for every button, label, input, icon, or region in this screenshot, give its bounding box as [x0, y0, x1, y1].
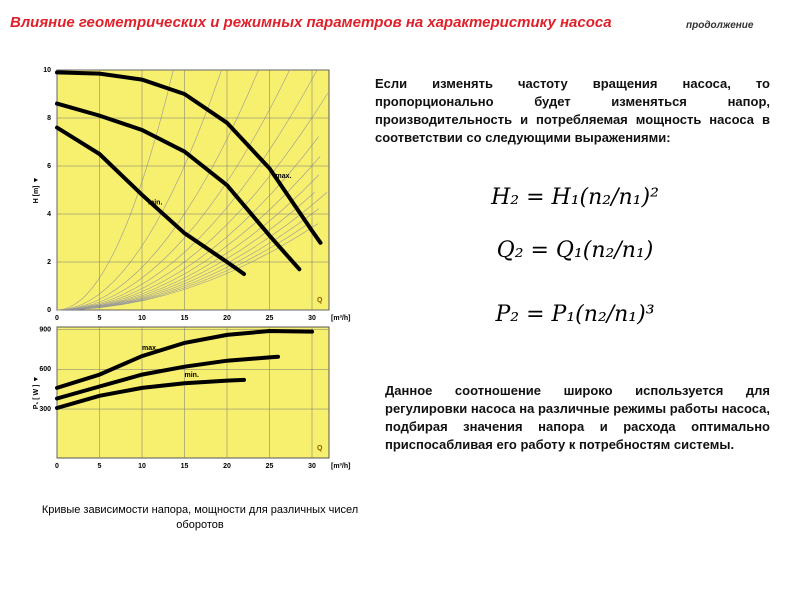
y-tick-label: 10 [43, 67, 51, 74]
system-curve [56, 69, 259, 311]
curve-label: max. [276, 173, 292, 180]
x-tick-label: 15 [181, 463, 189, 470]
system-curve [56, 174, 319, 311]
system-curve [56, 93, 328, 311]
plot-area [56, 69, 330, 311]
curve-label: min. [185, 372, 199, 379]
x-tick-label: 30 [308, 315, 316, 322]
curve [55, 328, 314, 390]
y-tick-label: 300 [39, 406, 51, 413]
y-tick-label: 2 [47, 259, 51, 266]
curve-label: min. [148, 200, 162, 207]
x-tick-label: 25 [266, 315, 274, 322]
y-tick-label: 6 [47, 163, 51, 170]
system-curve [56, 136, 319, 311]
formula: P₂ = P₁(n₂/n₁)³ [495, 302, 655, 327]
system-curve [56, 69, 318, 311]
x-axis-label: [m³/h] [331, 315, 350, 322]
system-curve [56, 192, 315, 311]
y-axis-label: P₁ [ W ] ▼ [33, 376, 40, 410]
curve [55, 377, 246, 410]
paragraph: Данное соотношение широко используется д… [385, 383, 770, 452]
x-tick-label: 20 [223, 315, 231, 322]
x-axis-label: [m³/h] [331, 463, 350, 470]
system-curve [56, 69, 290, 311]
y-axis-label: H [m] ▼ [33, 177, 40, 204]
curve [55, 101, 302, 272]
title: Влияние геометрических и режимных параме… [10, 14, 612, 31]
curve [55, 125, 246, 276]
system-curve [56, 69, 174, 311]
y-tick-label: 8 [47, 115, 51, 122]
x-tick-label: 5 [98, 463, 102, 470]
x-tick-label: 10 [138, 463, 146, 470]
formula: Q₂ = Q₁(n₂/n₁) [496, 238, 654, 263]
curve [55, 354, 280, 401]
x-tick-label: 15 [181, 315, 189, 322]
formula: H₂ = H₁(n₂/n₁)² [491, 185, 659, 210]
note: продолжение [686, 20, 754, 31]
y-tick-label: 600 [39, 366, 51, 373]
x-tick-label: 0 [55, 463, 59, 470]
y-tick-label: 4 [47, 211, 51, 218]
x-tick-label: 5 [98, 315, 102, 322]
system-curve [56, 223, 319, 311]
annotation: Q [317, 445, 323, 452]
x-tick-label: 0 [55, 315, 59, 322]
y-tick-label: 0 [47, 307, 51, 314]
annotation: Q [317, 297, 323, 304]
y-tick-label: 900 [39, 326, 51, 333]
paragraph: Если изменять частоту вращения насоса, т… [375, 76, 770, 145]
plot-area [56, 326, 330, 459]
system-curve [56, 156, 321, 311]
caption: Кривые зависимости напора, мощности для … [41, 504, 359, 531]
curve [55, 70, 323, 245]
x-tick-label: 20 [223, 463, 231, 470]
x-tick-label: 30 [308, 463, 316, 470]
curve-label: max. [142, 345, 158, 352]
x-tick-label: 25 [266, 463, 274, 470]
system-curve [56, 69, 222, 311]
x-tick-label: 10 [138, 315, 146, 322]
